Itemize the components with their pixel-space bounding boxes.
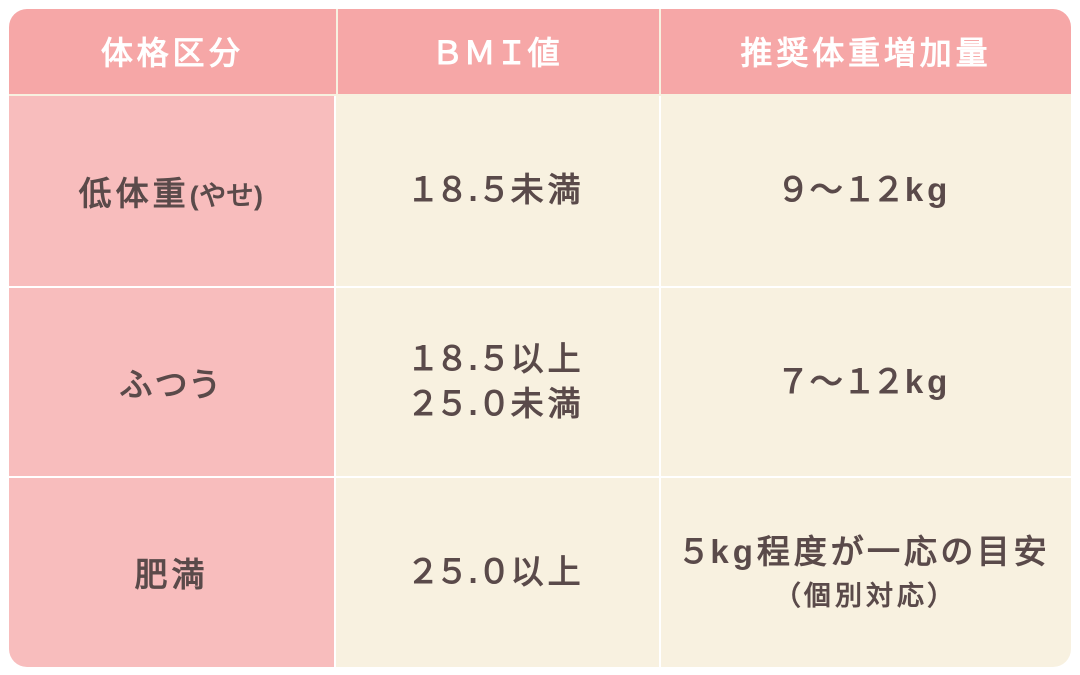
table-row: ふつう １８.５以上２５.０未満 ７～１２kg bbox=[9, 286, 1071, 476]
rec-main: ５kg程度が一応の目安 bbox=[681, 533, 1050, 570]
cell-recommended: ５kg程度が一応の目安 （個別対応） bbox=[659, 476, 1071, 666]
col-header-recommended: 推奨体重増加量 bbox=[659, 9, 1071, 96]
cell-recommended: ９～１２kg bbox=[659, 96, 1071, 286]
table-row: 肥満 ２５.０以上 ５kg程度が一応の目安 （個別対応） bbox=[9, 476, 1071, 666]
category-label: ふつう bbox=[121, 366, 222, 403]
cell-recommended: ７～１２kg bbox=[659, 286, 1071, 476]
cell-bmi: ２５.０以上 bbox=[336, 476, 659, 666]
row-category: 低体重(やせ) bbox=[9, 96, 336, 286]
table-header-row: 体格区分 ＢＭＩ値 推奨体重増加量 bbox=[9, 9, 1071, 96]
category-label: 肥満 bbox=[135, 556, 209, 593]
table-row: 低体重(やせ) １８.５未満 ９～１２kg bbox=[9, 96, 1071, 286]
category-sub: (やせ) bbox=[190, 181, 265, 211]
rec-main: ７～１２kg bbox=[781, 363, 952, 400]
category-label: 低体重 bbox=[79, 175, 190, 212]
rec-main: ９～１２kg bbox=[781, 171, 952, 208]
col-header-bmi: ＢＭＩ値 bbox=[336, 9, 659, 96]
bmi-weight-gain-table: 体格区分 ＢＭＩ値 推奨体重増加量 低体重(やせ) １８.５未満 ９～１２kg … bbox=[9, 9, 1071, 667]
row-category: 肥満 bbox=[9, 476, 336, 666]
rec-sub: （個別対応） bbox=[661, 578, 1071, 614]
cell-bmi: １８.５未満 bbox=[336, 96, 659, 286]
cell-bmi: １８.５以上２５.０未満 bbox=[336, 286, 659, 476]
row-category: ふつう bbox=[9, 286, 336, 476]
col-header-category: 体格区分 bbox=[9, 9, 336, 96]
